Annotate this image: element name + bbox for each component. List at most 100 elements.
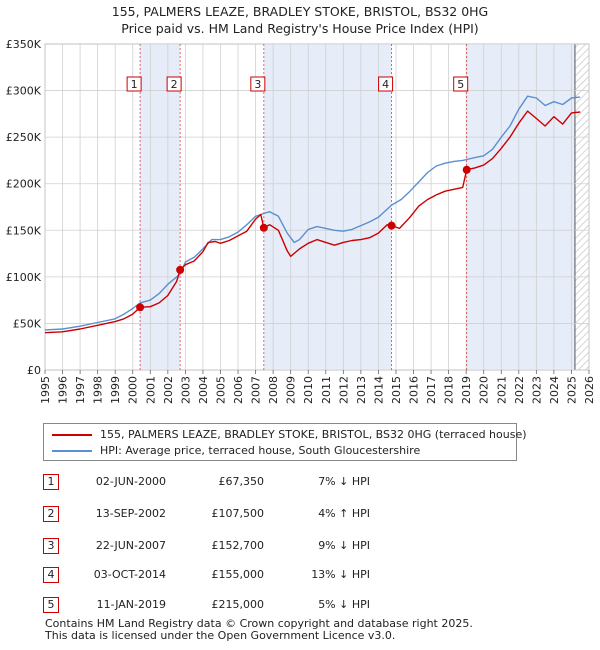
row-date: 03-OCT-2014 [93,568,166,581]
y-tick-label: £100K [6,271,42,284]
row-price: £155,000 [211,568,265,581]
x-tick-label: 2022 [513,376,526,404]
title-line-2: Price paid vs. HM Land Registry's House … [121,21,479,36]
sale-badge-box-3 [250,76,266,92]
row-hpi-diff: 4% ↑ HPI [318,507,370,520]
sale-dot-1 [136,303,145,312]
x-tick-label: 2021 [495,376,508,404]
x-tick-label: 2025 [565,376,578,404]
property-price-line [44,110,581,334]
chart-title: 155, PALMERS LEAZE, BRADLEY STOKE, BRIST… [0,3,600,37]
table-row: 1 02-JUN-2000 £67,350 7% ↓ HPI [0,472,600,492]
y-tick-label: £150K [6,224,42,237]
sale-badge-label-2: 2 [171,78,178,91]
x-tick-label: 2008 [267,376,280,404]
hpi-line [44,95,581,331]
legend-swatch-hpi [52,450,92,452]
sale-badges: 1 2 3 4 5 [126,76,469,92]
sale-badge-box-5 [453,76,469,92]
row-number-badge: 5 [43,597,59,613]
x-tick-label: 2001 [144,376,157,404]
sale-badge-label-3: 3 [254,78,261,91]
x-tick-label: 2024 [548,376,561,404]
row-date: 11-JAN-2019 [96,598,166,611]
table-row: 2 13-SEP-2002 £107,500 4% ↑ HPI [0,504,600,524]
row-date: 02-JUN-2000 [95,475,166,488]
sale-badge-label-4: 4 [382,78,389,91]
x-tick-label: 2002 [162,376,175,404]
x-tick-label: 1997 [74,376,87,404]
projection-hatch [574,44,589,370]
sale-dot-2 [176,265,185,274]
footer-line-2: This data is licensed under the Open Gov… [45,629,396,642]
row-price: £152,700 [211,539,265,552]
x-tick-label: 2018 [443,376,456,404]
sale-badge-box-2 [166,76,182,92]
footer-line-1: Contains HM Land Registry data © Crown c… [45,617,473,630]
footer-attribution: Contains HM Land Registry data © Crown c… [45,618,473,642]
y-tick-label: £300K [6,85,42,98]
x-tick-label: 2017 [425,376,438,404]
x-tick-label: 2015 [390,376,403,404]
sale-dot-3 [259,223,268,232]
row-number-badge: 3 [43,538,59,554]
x-tick-label: 2009 [285,376,298,404]
legend-label-hpi: HPI: Average price, terraced house, Sout… [100,444,421,457]
row-hpi-diff: 13% ↓ HPI [311,568,370,581]
y-tick-label: £0 [27,364,41,377]
shaded-band-1 [140,44,181,370]
x-tick-label: 2020 [478,376,491,404]
y-tick-label: £250K [6,131,42,144]
sale-badge-label-1: 1 [131,78,138,91]
x-tick-label: 2012 [337,376,350,404]
x-tick-label: 1996 [57,376,70,404]
x-tick-label: 2019 [460,376,473,404]
row-price: £67,350 [218,475,265,488]
plot-background [44,43,590,371]
sale-badge-box-1 [126,76,142,92]
x-tick-label: 2003 [179,376,192,404]
row-date: 13-SEP-2002 [95,507,166,520]
title-line-1: 155, PALMERS LEAZE, BRADLEY STOKE, BRIST… [111,4,489,19]
x-tick-label: 2023 [530,376,543,404]
legend-swatch-property [52,434,92,436]
series-lines [44,95,581,334]
row-hpi-diff: 7% ↓ HPI [318,475,370,488]
row-number-badge: 2 [43,506,59,522]
table-row: 5 11-JAN-2019 £215,000 5% ↓ HPI [0,595,600,615]
x-tick-label: 2014 [372,376,385,404]
x-tick-label: 2004 [197,376,210,404]
x-tick-label: 2006 [232,376,245,404]
legend-item-hpi: HPI: Average price, terraced house, Sout… [52,443,420,459]
y-axis-ticks: £0 £50K £100K £150K £200K £250K £300K £350K [6,38,42,377]
sale-markers [136,165,471,312]
x-tick-label: 2016 [408,376,421,404]
row-hpi-diff: 5% ↓ HPI [318,598,370,611]
sale-badge-box-4 [378,76,394,92]
row-number-badge: 1 [43,474,59,490]
table-row: 4 03-OCT-2014 £155,000 13% ↓ HPI [0,565,600,585]
x-tick-label: 2000 [127,376,140,404]
x-tick-label: 2010 [302,376,315,404]
y-tick-label: £350K [6,38,42,51]
x-tick-label: 2013 [355,376,368,404]
legend-label-property: 155, PALMERS LEAZE, BRADLEY STOKE, BRIST… [100,428,527,441]
row-price: £215,000 [211,598,265,611]
x-tick-label: 2026 [583,376,596,404]
sale-badge-label-5: 5 [457,78,464,91]
x-tick-label: 2007 [250,376,263,404]
x-tick-label: 2005 [214,376,227,404]
legend: 155, PALMERS LEAZE, BRADLEY STOKE, BRIST… [43,423,527,461]
shaded-band-2 [263,44,392,370]
price-chart: 1 2 3 4 5 £0 £50K £100K £150K £200K £250K £300K £35… [6,38,596,404]
shaded-band-3 [466,44,575,370]
table-row: 3 22-JUN-2007 £152,700 9% ↓ HPI [0,536,600,556]
row-number-badge: 4 [43,567,59,583]
x-tick-label: 1998 [92,376,105,404]
row-price: £107,500 [211,507,265,520]
row-hpi-diff: 9% ↓ HPI [318,539,370,552]
legend-item-property: 155, PALMERS LEAZE, BRADLEY STOKE, BRIST… [52,427,527,443]
y-tick-label: £50K [13,317,42,330]
sale-dot-4 [387,221,396,230]
x-axis-ticks: 1995 1996 1997 1998 1999 2000 2001 2002 2003 2004… [39,370,596,404]
